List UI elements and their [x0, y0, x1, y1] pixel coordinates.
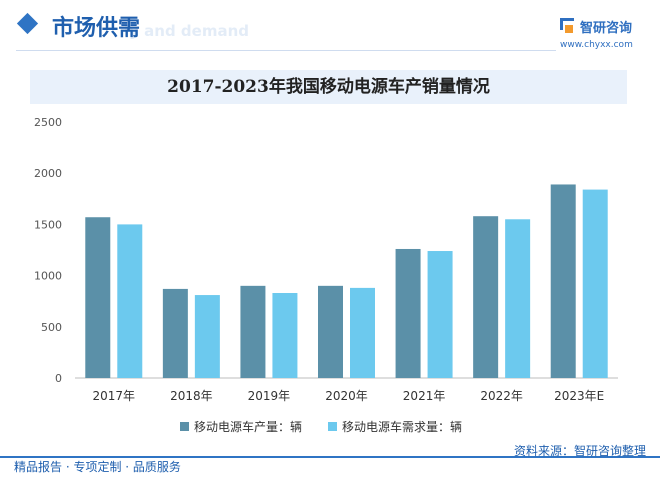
bar-demand [117, 224, 143, 378]
bar-production [395, 248, 421, 378]
header-divider [16, 50, 556, 51]
x-tick-label: 2023年E [554, 389, 604, 403]
x-tick-label: 2022年 [480, 389, 523, 403]
legend-item-production: 移动电源车产量：辆 [180, 418, 302, 435]
chart-title: 2017-2023年我国移动电源车产销量情况 [167, 77, 490, 97]
bar-demand [427, 251, 453, 378]
legend-swatch-demand [328, 421, 338, 431]
y-tick-label: 2500 [34, 116, 62, 129]
footer: 精品报告 · 专项定制 · 品质服务 资料来源：智研咨询整理 [0, 444, 660, 490]
bar-demand [505, 219, 531, 378]
bar-production [473, 216, 499, 378]
section-title: 市场供需 [52, 16, 141, 41]
x-tick-label: 2021年 [403, 389, 446, 403]
brand-logo-icon [560, 18, 576, 36]
section-subtitle: ly and demand [124, 22, 249, 40]
x-tick-label: 2017年 [93, 389, 136, 403]
x-tick-label: 2018年 [170, 389, 213, 403]
y-tick-label: 1500 [34, 218, 62, 231]
brand-url: www.chyxx.com [560, 40, 633, 50]
bar-production [85, 217, 111, 378]
header: ly and demand 市场供需 智研咨询 www.chyxx.com [0, 0, 660, 60]
y-tick-label: 0 [55, 372, 62, 385]
bar-chart: 0 500 1000 1500 2000 2500 2017年 2018年 2019年 2020年… [34, 116, 618, 403]
legend-item-demand: 移动电源车需求量：辆 [328, 418, 462, 435]
footer-tagline: 精品报告 · 专项定制 · 品质服务 [14, 460, 181, 474]
footer-source: 资料来源：智研咨询整理 [513, 444, 646, 458]
bar-demand [272, 293, 298, 378]
bar-production [240, 285, 266, 378]
bar-demand [194, 295, 220, 378]
legend-swatch-production [180, 421, 189, 431]
bar-production [162, 288, 188, 378]
y-tick-label: 500 [41, 321, 62, 334]
legend-label-production: 移动电源车产量：辆 [194, 419, 303, 434]
x-tick-label: 2020年 [325, 389, 368, 403]
x-tick-label: 2019年 [248, 389, 291, 403]
bar-demand [582, 189, 608, 378]
chart-title-bar: 2017-2023年我国移动电源车产销量情况 [30, 70, 627, 104]
footer-divider [0, 456, 660, 458]
y-tick-label: 2000 [34, 167, 62, 180]
brand-name: 智研咨询 [580, 21, 633, 36]
bar-production [318, 285, 343, 378]
legend-label-demand: 移动电源车需求量：辆 [342, 419, 463, 434]
y-tick-label: 1000 [34, 270, 62, 283]
legend: 移动电源车产量：辆 移动电源车需求量：辆 [180, 418, 488, 434]
bar-production [550, 184, 576, 378]
bar-demand [350, 287, 375, 378]
